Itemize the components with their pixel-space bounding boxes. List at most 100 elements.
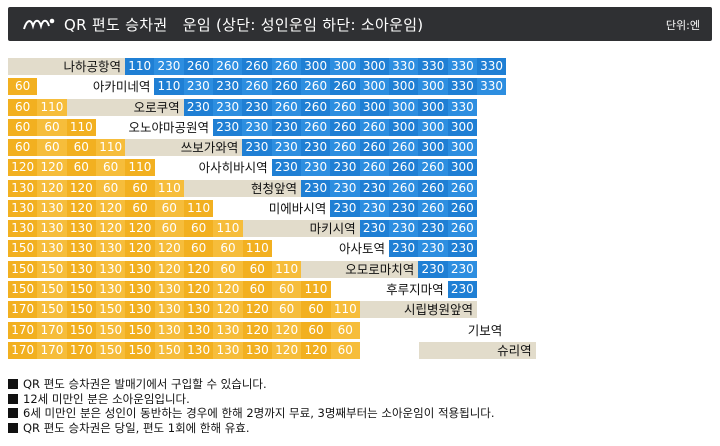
fare-cell-child: 130	[183, 301, 214, 319]
fare-cell-adult: 230	[388, 240, 419, 258]
fare-cell-child: 170	[37, 321, 67, 339]
fare-cell-child: 130	[66, 260, 96, 278]
fare-cell-child: 110	[330, 301, 360, 319]
fare-cell-adult: 230	[359, 199, 389, 217]
fare-cell-adult: 110	[125, 58, 155, 75]
note-text: 6세 미만인 분은 성인이 동반하는 경우에 한해 2명까지 무료, 3명째부터…	[23, 406, 495, 420]
fare-cell-adult: 230	[242, 118, 272, 136]
fare-cell-adult: 330	[447, 78, 477, 96]
fare-cell-child: 120	[301, 341, 331, 359]
fare-cell-adult: 230	[300, 179, 331, 197]
fare-cell-adult: 230	[418, 240, 448, 258]
fare-cell-adult: 230	[212, 78, 243, 96]
fare-cell-child: 130	[95, 240, 126, 258]
fare-cell-adult: 230	[154, 58, 184, 75]
fare-cell-child: 120	[8, 159, 38, 177]
fare-cell-child: 120	[95, 220, 126, 238]
fare-cell-child: 60	[183, 240, 214, 258]
fare-cell-adult: 260	[300, 78, 331, 96]
fare-cell-child: 130	[95, 260, 126, 278]
fare-cell-adult: 260	[359, 118, 389, 136]
fare-cell-child: 120	[37, 179, 67, 197]
note-text: 12세 미만인 분은 소아운임입니다.	[23, 391, 190, 406]
fare-cell-child: 110	[213, 220, 243, 238]
fare-cell-adult: 230	[212, 98, 243, 116]
fare-cell-child: 130	[154, 321, 184, 339]
fare-cell-child: 60	[8, 118, 38, 136]
fare-cell-child: 150	[37, 301, 67, 319]
fare-cell-child: 130	[125, 260, 155, 278]
fare-cell-child: 150	[37, 260, 67, 278]
fare-cell-child: 130	[8, 199, 38, 217]
bullet-square-icon	[8, 408, 18, 418]
fare-cell-child: 170	[37, 341, 67, 359]
fare-cell-child: 110	[125, 159, 155, 177]
fare-cell-adult: 330	[418, 58, 448, 75]
fare-cell-adult: 330	[447, 58, 477, 75]
fare-cell-child: 170	[66, 341, 96, 359]
fare-cell-child: 120	[183, 260, 214, 278]
fare-cell-adult: 300	[447, 159, 477, 177]
fare-cell-child: 60	[213, 240, 243, 258]
station-label: 아사히바시역	[154, 159, 272, 177]
fare-cell-child: 130	[154, 301, 184, 319]
fare-cell-child: 130	[37, 240, 67, 258]
fare-cell-child: 150	[125, 321, 155, 339]
fare-cell-child: 60	[154, 199, 184, 217]
fare-cell-child: 120	[154, 240, 184, 258]
fare-cell-child: 60	[125, 199, 155, 217]
fare-cell-child: 60	[8, 78, 38, 96]
fare-cell-child: 150	[154, 341, 184, 359]
fare-cell-adult: 260	[183, 58, 213, 75]
station-label: 슈리역	[418, 341, 536, 359]
fare-cell-adult: 300	[418, 118, 448, 136]
fare-cell-child: 150	[66, 301, 96, 319]
fare-cell-adult: 230	[418, 220, 448, 238]
fare-cell-adult: 300	[359, 98, 389, 116]
fare-cell-child: 120	[37, 159, 67, 177]
fare-cell-child: 60	[330, 341, 360, 359]
fare-cell-adult: 300	[388, 98, 419, 116]
fare-cell-child: 120	[66, 179, 96, 197]
fare-cell-adult: 230	[271, 118, 301, 136]
fare-cell-child: 130	[213, 321, 243, 339]
fare-cell-child: 150	[8, 280, 38, 298]
fare-cell-adult: 230	[242, 139, 272, 157]
station-label: 마키시역	[242, 220, 360, 238]
fare-cell-adult: 230	[271, 139, 301, 157]
fare-cell-adult: 260	[271, 58, 301, 75]
fare-cell-child: 170	[8, 321, 38, 339]
fare-cell-child: 130	[37, 220, 67, 238]
fare-cell-adult: 230	[242, 98, 272, 116]
fare-cell-adult: 260	[271, 78, 301, 96]
bullet-square-icon	[8, 379, 18, 389]
fare-cell-adult: 260	[418, 159, 448, 177]
fare-cell-child: 110	[37, 98, 67, 116]
fare-cell-adult: 230	[330, 159, 360, 177]
fare-cell-adult: 260	[300, 98, 331, 116]
fare-cell-adult: 230	[212, 118, 243, 136]
fare-cell-child: 120	[213, 280, 243, 298]
fare-cell-adult: 260	[359, 139, 389, 157]
header-bar: QR 편도 승차권 운임 (상단: 성인운임 하단: 소아운임) 단위:엔	[8, 7, 712, 41]
fare-cell-child: 60	[66, 139, 96, 157]
fare-cell-adult: 260	[447, 220, 477, 238]
fare-cell-child: 130	[213, 341, 243, 359]
fare-cell-adult: 300	[418, 78, 448, 96]
fare-cell-child: 60	[154, 220, 184, 238]
fare-cell-child: 120	[242, 301, 272, 319]
fare-cell-child: 120	[213, 301, 243, 319]
fare-cell-child: 60	[8, 98, 38, 116]
fare-cell-child: 110	[154, 179, 184, 197]
fare-cell-child: 60	[8, 139, 38, 157]
fare-cell-adult: 230	[330, 179, 360, 197]
fare-cell-adult: 330	[476, 78, 507, 96]
fare-cell-adult: 300	[447, 139, 477, 157]
fare-cell-child: 170	[8, 301, 38, 319]
fare-cell-adult: 230	[359, 220, 389, 238]
note-item: 12세 미만인 분은 소아운임입니다.	[8, 392, 495, 407]
fare-cell-child: 60	[183, 220, 214, 238]
fare-cell-adult: 230	[447, 240, 477, 258]
page-title: QR 편도 승차권 운임 (상단: 성인운임 하단: 소아운임)	[64, 16, 424, 34]
note-text: QR 편도 승차권은 당일, 편도 1회에 한해 유효.	[23, 420, 250, 435]
